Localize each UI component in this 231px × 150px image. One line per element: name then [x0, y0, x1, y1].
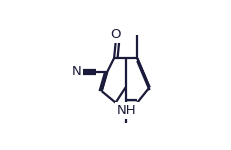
Text: O: O: [110, 28, 121, 41]
Text: NH: NH: [117, 104, 137, 117]
Text: N: N: [71, 65, 81, 78]
